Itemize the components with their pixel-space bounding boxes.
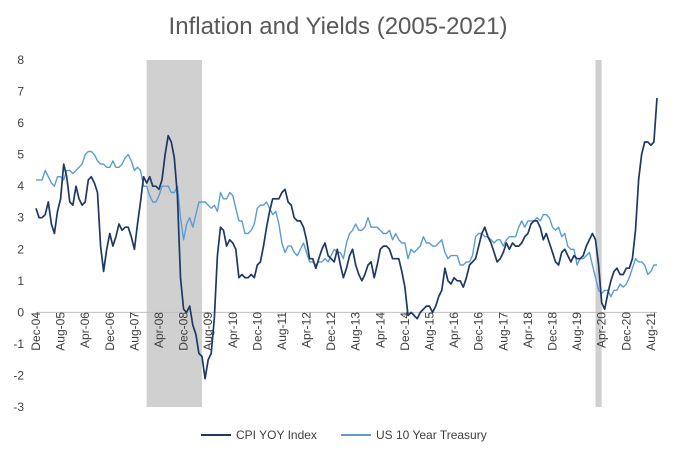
x-tick-label: Apr-20: [595, 312, 609, 348]
legend: CPI YOY Index US 10 Year Treasury: [201, 428, 487, 442]
x-tick-label: Dec-08: [177, 312, 191, 351]
series-line-cpi: [35, 97, 658, 380]
recession-band-1: [595, 60, 602, 407]
x-tick-label: Aug-13: [349, 312, 363, 351]
y-tick-label: -1: [13, 337, 24, 351]
legend-label-cpi: CPI YOY Index: [236, 428, 317, 442]
y-tick-label: 8: [17, 53, 24, 67]
x-tick-label: Aug-11: [275, 312, 289, 350]
x-tick-label: Aug-15: [423, 312, 437, 351]
y-tick-label: 0: [17, 305, 24, 319]
x-tick-label: Dec-04: [29, 312, 43, 351]
y-tick-label: 6: [17, 116, 24, 130]
y-axis-ticks: -3 -2 -1 0 1 2 3 4 5 6 7 8: [13, 53, 24, 414]
x-tick-label: Apr-16: [447, 312, 461, 348]
x-tick-label: Aug-07: [127, 312, 141, 351]
y-tick-label: 2: [17, 242, 24, 256]
x-tick-label: Aug-05: [54, 312, 68, 351]
shaded-periods: [146, 60, 602, 407]
x-tick-label: Dec-20: [619, 312, 633, 351]
y-tick-label: -3: [13, 400, 24, 414]
y-tick-label: 1: [17, 274, 24, 288]
y-tick-label: 3: [17, 211, 24, 225]
x-tick-label: Apr-10: [226, 312, 240, 348]
x-tick-label: Dec-10: [250, 312, 264, 351]
x-tick-label: Apr-12: [300, 312, 314, 348]
x-tick-label: Dec-14: [398, 312, 412, 351]
x-tick-label: Apr-08: [152, 312, 166, 348]
x-tick-label: Apr-14: [373, 312, 387, 348]
x-tick-label: Apr-18: [521, 312, 535, 348]
x-axis-ticks: Dec-04 Aug-05 Apr-06 Dec-06 Aug-07 Apr-08 Dec-…: [29, 312, 658, 351]
x-tick-label: Aug-21: [644, 312, 658, 351]
legend-label-treasury: US 10 Year Treasury: [376, 428, 487, 442]
series-lines: [35, 97, 658, 380]
x-tick-label: Apr-06: [78, 312, 92, 348]
x-tick-label: Dec-12: [324, 312, 338, 351]
recession-band-0: [146, 60, 203, 407]
y-tick-label: 7: [17, 85, 24, 99]
y-tick-label: 4: [17, 179, 24, 193]
x-tick-label: Aug-17: [496, 312, 510, 351]
x-tick-label: Dec-06: [103, 312, 117, 351]
chart-title: Inflation and Yields (2005-2021): [169, 13, 508, 40]
series-line-treasury: [36, 150, 657, 298]
x-tick-label: Dec-18: [545, 312, 559, 351]
x-tick-label: Dec-16: [472, 312, 486, 351]
x-tick-label: Aug-19: [570, 312, 584, 351]
y-tick-label: 5: [17, 148, 24, 162]
y-tick-label: -2: [13, 368, 24, 382]
